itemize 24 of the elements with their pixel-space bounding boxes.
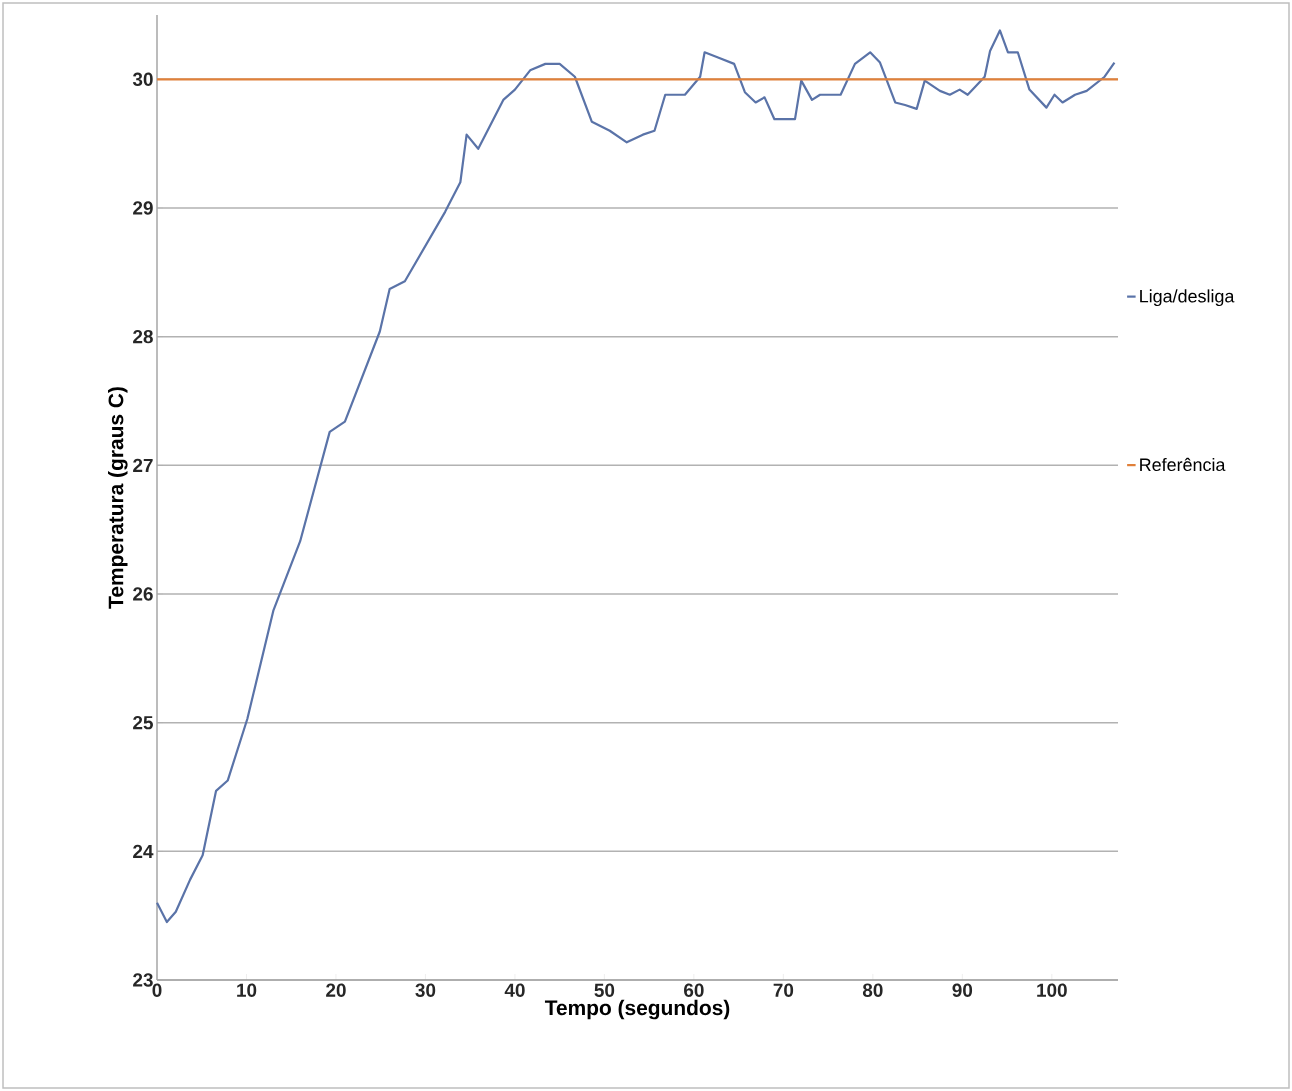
x-tick-label: 20	[326, 983, 346, 997]
x-tick-label: 10	[237, 983, 257, 997]
x-tick-label: 100	[1037, 983, 1067, 997]
y-tick-label: 29	[133, 201, 153, 215]
x-axis-title: Tempo (segundos)	[544, 999, 730, 1020]
x-tick-label: 40	[504, 983, 525, 997]
y-tick-label: 24	[133, 844, 154, 858]
x-tick-label: 30	[415, 983, 436, 997]
y-tick-label: 30	[132, 72, 153, 87]
y-axis-title: Temperatura (graus C)	[108, 387, 128, 609]
x-tick-label: 80	[862, 983, 883, 997]
x-tick-label: 90	[952, 983, 973, 997]
line-series	[155, 29, 1116, 924]
x-tick-label: 70	[773, 983, 794, 997]
x-tick-label: 0	[152, 983, 162, 997]
legend-label: Referência	[1140, 457, 1226, 472]
x-tick-label: 50	[594, 983, 615, 997]
y-tick-label: 28	[133, 329, 153, 344]
y-tick-label: 25	[133, 715, 153, 730]
y-tick-label: 26	[133, 587, 153, 601]
x-tick-label: 60	[684, 983, 704, 997]
y-tick-label: 27	[133, 458, 153, 472]
legend-label: Liga/desliga	[1140, 289, 1235, 307]
y-tick-label: 23	[133, 973, 153, 987]
